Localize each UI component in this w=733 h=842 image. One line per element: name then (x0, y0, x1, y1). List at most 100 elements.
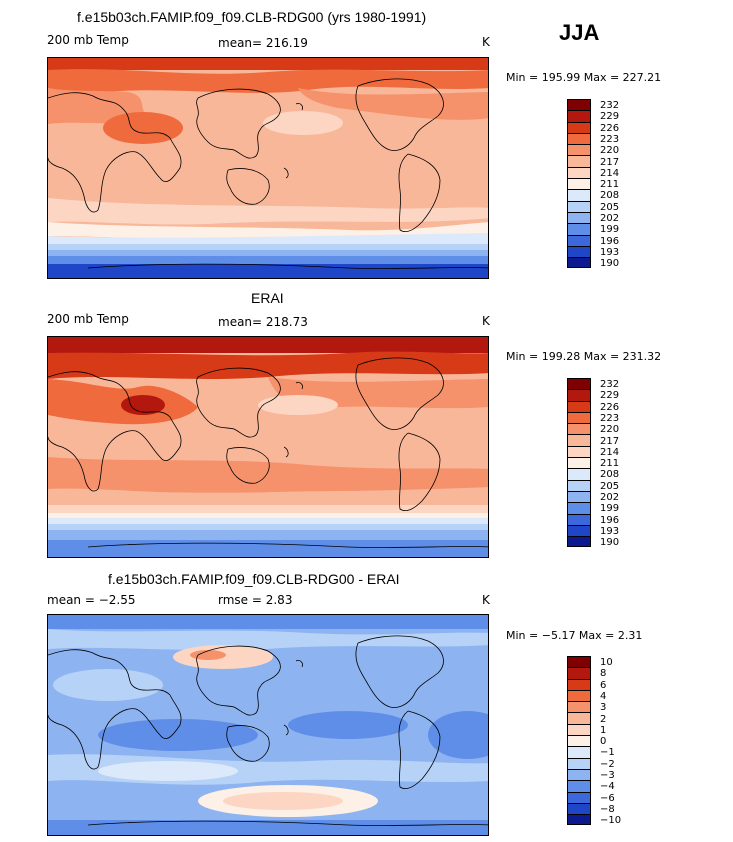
panel2-map (47, 336, 489, 558)
colorbar-tick-label: 226 (600, 122, 620, 134)
panel2-range: Min = 199.28 Max = 231.32 (506, 350, 662, 363)
colorbar-tick-label: 8 (600, 668, 607, 680)
colorbar-tick-label: 229 (600, 390, 620, 402)
colorbar-swatch (567, 768, 591, 781)
colorbar-swatch (567, 712, 591, 724)
colorbar-swatch (567, 245, 591, 258)
colorbar-tick-label: −6 (600, 792, 615, 804)
colorbar-tick-label: 217 (600, 435, 620, 447)
colorbar-swatch (567, 457, 591, 469)
colorbar-tick-label: 199 (600, 503, 620, 515)
colorbar-tick-label: 229 (600, 111, 620, 123)
colorbar-swatch (567, 479, 591, 491)
colorbar-tick-label: 217 (600, 156, 620, 168)
colorbar-tick-label: 202 (600, 492, 620, 503)
colorbar-tick-label: 190 (600, 537, 620, 549)
panel1-title: f.e15b03ch.FAMIP.f09_f09.CLB-RDG00 (yrs … (77, 9, 427, 25)
colorbar-swatch (567, 423, 591, 435)
colorbar-swatch (567, 746, 591, 758)
colorbar-tick-label: 226 (600, 401, 620, 413)
colorbar-swatch (567, 735, 591, 747)
colorbar-swatch (567, 667, 591, 679)
colorbar-tick-label: −10 (600, 815, 622, 827)
colorbar-swatch (567, 378, 591, 390)
colorbar-swatch (567, 257, 591, 269)
colorbar-tick-label: 6 (600, 679, 607, 691)
colorbar-tick-label: 211 (600, 458, 620, 470)
colorbar-swatch (567, 389, 591, 401)
colorbar-swatch (567, 791, 591, 803)
colorbar-swatch (567, 144, 591, 156)
colorbar-swatch (567, 656, 591, 668)
colorbar-swatch (567, 445, 591, 458)
colorbar-tick-label: 4 (600, 690, 607, 702)
colorbar-swatch (567, 502, 591, 514)
panel1-range: Min = 195.99 Max = 227.21 (506, 71, 662, 84)
panel3-map (47, 614, 489, 836)
colorbar-swatch (567, 211, 591, 224)
colorbar-tick-label: −3 (600, 770, 615, 781)
season-label: JJA (559, 20, 600, 45)
colorbar-tick-label: 232 (600, 379, 620, 390)
colorbar-swatch (567, 678, 591, 690)
colorbar-swatch (567, 524, 591, 537)
colorbar-swatch (567, 757, 591, 769)
panel2-mean: mean= 218.73 (218, 315, 308, 329)
colorbar-tick-label: 208 (600, 469, 620, 481)
colorbar-tick-label: 193 (600, 246, 620, 258)
colorbar-tick-label: 2 (600, 713, 607, 725)
colorbar-swatch (567, 468, 591, 480)
colorbar-tick-label: −2 (600, 758, 615, 770)
panel2-colorbar (567, 378, 591, 548)
colorbar-swatch (567, 701, 591, 713)
colorbar-swatch (567, 155, 591, 167)
colorbar-tick-label: 0 (600, 736, 607, 748)
colorbar-swatch (567, 723, 591, 736)
panel2-units: K (482, 314, 490, 328)
panel3-map-svg (48, 615, 488, 835)
colorbar-swatch (567, 802, 591, 815)
panel1-map-svg (48, 58, 488, 278)
colorbar-swatch (567, 223, 591, 235)
panel3-range: Min = −5.17 Max = 2.31 (506, 629, 643, 642)
colorbar-swatch (567, 189, 591, 201)
colorbar-swatch (567, 513, 591, 525)
colorbar-swatch (567, 814, 591, 826)
panel2-variable: 200 mb Temp (47, 312, 129, 326)
colorbar-swatch (567, 780, 591, 792)
panel3-mean: mean = −2.55 (47, 593, 136, 607)
panel1-colorbar (567, 99, 591, 269)
panel3-units: K (482, 593, 490, 607)
colorbar-tick-label: 205 (600, 480, 620, 492)
colorbar-tick-label: −1 (600, 747, 615, 759)
colorbar-tick-label: 196 (600, 514, 620, 526)
colorbar-swatch (567, 110, 591, 122)
colorbar-tick-label: 199 (600, 224, 620, 236)
panel2-map-svg (48, 337, 488, 557)
colorbar-tick-label: 220 (600, 145, 620, 157)
panel1-map (47, 57, 489, 279)
colorbar-tick-label: 10 (600, 657, 613, 668)
colorbar-swatch (567, 536, 591, 548)
colorbar-swatch (567, 99, 591, 111)
panel1-mean: mean= 216.19 (218, 36, 308, 50)
colorbar-tick-label: 223 (600, 133, 620, 145)
panel3-title: f.e15b03ch.FAMIP.f09_f09.CLB-RDG00 - ERA… (108, 571, 400, 587)
colorbar-swatch (567, 178, 591, 190)
colorbar-tick-label: 232 (600, 100, 620, 111)
colorbar-tick-label: −8 (600, 803, 615, 815)
colorbar-tick-label: 214 (600, 446, 620, 458)
colorbar-tick-label: 205 (600, 201, 620, 213)
colorbar-swatch (567, 132, 591, 145)
colorbar-tick-label: 3 (600, 702, 607, 714)
colorbar-tick-label: 214 (600, 167, 620, 179)
panel1-variable: 200 mb Temp (47, 33, 129, 47)
colorbar-tick-label: 190 (600, 258, 620, 270)
colorbar-swatch (567, 490, 591, 503)
colorbar-swatch (567, 400, 591, 412)
colorbar-swatch (567, 166, 591, 179)
panel3-colorbar (567, 656, 591, 826)
panel1-units: K (482, 35, 490, 49)
colorbar-swatch (567, 689, 591, 702)
colorbar-tick-label: 208 (600, 190, 620, 202)
